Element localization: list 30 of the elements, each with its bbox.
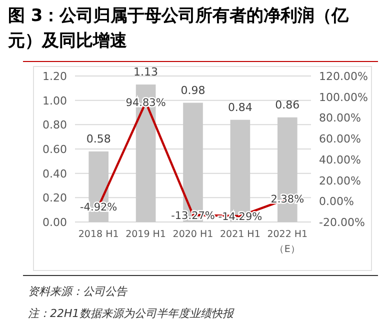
data-label: -4.92% — [80, 201, 118, 214]
y2-tick-label: 60.00% — [319, 132, 361, 146]
x-tick-label: 2018 H1 — [77, 228, 120, 242]
chart-title: 图 3：公司归属于母公司所有者的净利润（亿元）及同比增速 — [8, 5, 350, 53]
text: 注：22H1数据来源为公司半年度业绩快报 — [28, 306, 234, 321]
text: 资料来源：公司公告 — [28, 284, 127, 299]
y-tick-label: 0.80 — [42, 118, 67, 132]
y2-tick-label: 20.00% — [319, 174, 361, 188]
data-label: 0.58 — [86, 132, 111, 146]
y-tick-label: 0.00 — [42, 216, 67, 229]
y-tick-label: 0.20 — [42, 192, 67, 205]
y2-tick-label: 40.00% — [319, 153, 361, 166]
data-label: -13.27% — [171, 210, 215, 222]
data-label: 0.84 — [228, 100, 252, 114]
x-tick-label: 2021 H1 — [218, 228, 262, 242]
y2-tick-label: 0.00% — [319, 195, 354, 208]
data-label: 0.98 — [180, 84, 206, 97]
y-tick-label: 0.40 — [42, 167, 67, 180]
x-tick-label: 2020 H1 — [172, 228, 214, 242]
y2-tick-label: 80.00% — [319, 112, 361, 125]
y2-tick-label: 100.00% — [319, 90, 368, 104]
y-tick-label: 1.20 — [42, 70, 67, 83]
data-label: 0.86 — [275, 98, 300, 112]
x-tick-label: 2022 H1（E） — [266, 228, 309, 257]
data-label: 1.13 — [134, 66, 158, 79]
y-tick-label: 1.00 — [42, 94, 67, 108]
y2-tick-label: -20.00% — [319, 216, 365, 229]
y2-tick-label: 120.00% — [319, 70, 368, 83]
y-tick-label: 0.60 — [42, 143, 67, 156]
x-tick-label: 2019 H1 — [124, 228, 167, 242]
